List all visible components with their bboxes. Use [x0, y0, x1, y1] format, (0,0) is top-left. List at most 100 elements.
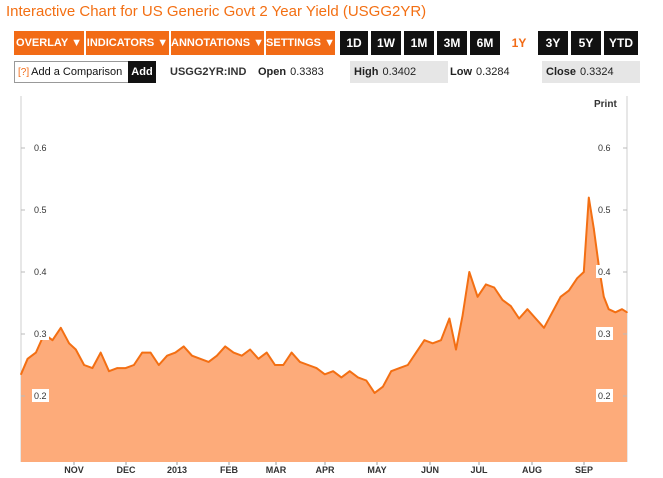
yield-area — [21, 197, 627, 462]
help-icon[interactable]: [?] — [18, 67, 30, 78]
page-title: Interactive Chart for US Generic Govt 2 … — [6, 3, 427, 20]
data-point — [116, 367, 119, 369]
data-point — [99, 351, 102, 354]
print-link[interactable]: Print — [594, 99, 617, 110]
range-1y-button[interactable]: 1Y — [504, 31, 534, 55]
y-tick-label-right: 0.3 — [598, 329, 611, 339]
data-point — [257, 358, 260, 360]
annotations-menu-button[interactable]: ANNOTATIONS ▼ — [171, 31, 264, 55]
data-point — [415, 351, 417, 354]
data-point — [20, 373, 22, 376]
x-tick-label: JUL — [470, 465, 488, 475]
data-point — [357, 376, 359, 379]
data-point — [290, 351, 293, 354]
ticker-symbol: USGG2YR:IND — [170, 66, 247, 78]
indicators-label: INDICATORS — [86, 37, 155, 49]
low-stat: Low 0.3284 — [450, 61, 530, 83]
x-tick-label: 2013 — [167, 465, 187, 475]
data-point — [526, 308, 529, 311]
data-point — [182, 345, 185, 348]
data-point — [568, 289, 570, 292]
data-point — [75, 348, 77, 351]
overlay-label: OVERLAY — [16, 37, 68, 49]
data-point — [373, 392, 376, 394]
y-tick-bg — [32, 141, 49, 154]
data-point — [588, 196, 590, 199]
data-point — [518, 317, 520, 320]
range-5y-button[interactable]: 5Y — [571, 31, 601, 55]
y-tick-bg — [596, 265, 613, 278]
indicators-menu-button[interactable]: INDICATORS ▼ — [86, 31, 169, 55]
x-tick-label: JUN — [421, 465, 439, 475]
data-point — [431, 342, 434, 345]
data-point — [141, 351, 143, 354]
data-point — [174, 351, 177, 354]
high-value: 0.3402 — [382, 66, 417, 78]
data-point — [83, 364, 85, 366]
range-ytd-button[interactable]: YTD — [604, 31, 638, 55]
x-tick-label: AUG — [522, 465, 542, 475]
data-point — [166, 354, 168, 357]
data-point — [332, 370, 334, 373]
range-3y-button[interactable]: 3Y — [538, 31, 568, 55]
data-point — [282, 364, 285, 366]
y-tick-label-left: 0.2 — [34, 391, 47, 401]
y-tick-label-left: 0.5 — [34, 205, 47, 215]
x-tick-label: SEP — [575, 465, 593, 475]
range-6m-button[interactable]: 6M — [470, 31, 500, 55]
quote-bar: [?] Add a Comparison Add USGG2YR:IND Open… — [14, 61, 640, 83]
data-point — [382, 385, 384, 388]
y-tick-bg — [596, 389, 613, 402]
data-point — [216, 354, 218, 357]
y-tick-label-right: 0.4 — [598, 267, 611, 277]
y-tick-bg — [32, 389, 49, 402]
range-1m-button[interactable]: 1M — [404, 31, 434, 55]
data-point — [543, 327, 545, 329]
data-point — [493, 286, 496, 289]
data-point — [626, 311, 628, 314]
low-value: 0.3284 — [476, 66, 510, 78]
high-label: High — [354, 66, 379, 78]
data-point — [551, 311, 554, 314]
x-tick-label: NOV — [64, 465, 84, 475]
range-3m-button[interactable]: 3M — [437, 31, 467, 55]
data-point — [265, 351, 268, 354]
data-point — [398, 367, 401, 369]
data-point — [149, 351, 152, 354]
data-point — [448, 317, 451, 320]
annotations-label: ANNOTATIONS — [171, 37, 251, 49]
x-tick-label: APR — [315, 465, 335, 475]
settings-menu-button[interactable]: SETTINGS ▼ — [266, 31, 335, 55]
data-point — [51, 339, 54, 342]
y-tick-bg — [32, 265, 49, 278]
y-tick-bg — [32, 327, 49, 340]
data-point — [407, 364, 409, 366]
data-point — [68, 342, 70, 345]
data-point — [191, 354, 193, 357]
range-1w-button[interactable]: 1W — [371, 31, 401, 55]
data-point — [476, 296, 479, 298]
y-tick-label-right: 0.2 — [598, 391, 611, 401]
data-point — [324, 373, 326, 376]
data-point — [461, 314, 464, 317]
y-tick-label-left: 0.6 — [34, 143, 47, 153]
overlay-menu-button[interactable]: OVERLAY ▼ — [14, 31, 84, 55]
comparison-input[interactable]: [?] Add a Comparison — [14, 61, 129, 83]
data-point — [603, 296, 605, 298]
data-point — [365, 379, 368, 382]
settings-label: SETTINGS — [266, 37, 322, 49]
data-point — [534, 317, 537, 320]
data-point — [348, 370, 351, 373]
data-point — [91, 367, 94, 369]
data-point — [158, 364, 160, 366]
data-point — [26, 358, 29, 360]
data-point — [607, 308, 610, 311]
yield-line — [20, 196, 628, 394]
add-comparison-button[interactable]: Add — [128, 61, 156, 83]
y-tick-bg — [596, 327, 613, 340]
range-1d-button[interactable]: 1D — [340, 31, 368, 55]
data-point — [593, 227, 595, 230]
data-point — [340, 376, 343, 379]
data-point — [455, 348, 457, 351]
